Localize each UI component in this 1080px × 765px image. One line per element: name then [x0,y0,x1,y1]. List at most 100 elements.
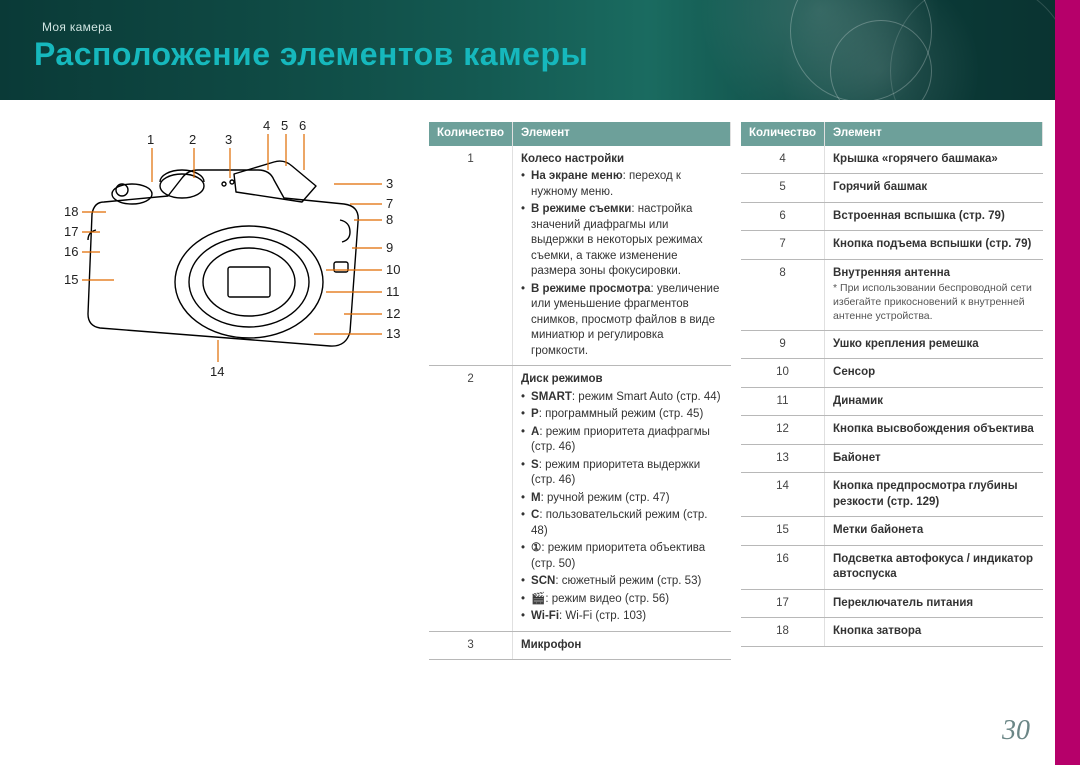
callout-3: 3 [225,132,232,147]
breadcrumb: Моя камера [42,20,112,34]
list-item: Wi-Fi: Wi-Fi (стр. 103) [521,609,722,625]
element-title: Сенсор [833,365,1034,381]
bullet-text: : режим приоритета выдержки (стр. 46) [531,459,700,487]
list-item: M: ручной режим (стр. 47) [521,491,722,507]
row-element: Байонет [825,444,1043,473]
row-num: 2 [429,366,513,632]
table-row: 9 Ушко крепления ремешка [741,330,1043,359]
callout-r8: 8 [386,212,393,227]
row-element: Внутренняя антенна* При использовании бе… [825,259,1043,330]
bullet-sub: P [531,408,539,420]
row-num: 10 [741,359,825,388]
bullet-text: : режим Smart Auto (стр. 44) [572,391,721,403]
parts-table-left: Количество Элемент 1Колесо настройкиНа э… [429,122,731,660]
table-row: 17Переключатель питания [741,589,1043,618]
table-row: 6Встроенная вспышка (стр. 79) [741,202,1043,231]
list-item: SCN: сюжетный режим (стр. 53) [521,574,722,590]
bullet-sub: S [531,459,539,471]
callout-r13: 13 [386,326,400,341]
bullet-sub: M [531,492,541,504]
element-title: Подсветка автофокуса / индикатор автоспу… [833,552,1034,583]
row-element: Сенсор [825,359,1043,388]
bullet-sub: ① [531,542,541,554]
row-num: 9 [741,330,825,359]
row-element: Крышка «горячего башмака» [825,146,1043,174]
th-elem-left: Элемент [513,122,731,146]
row-element: Встроенная вспышка (стр. 79) [825,202,1043,231]
row-element: Переключатель питания [825,589,1043,618]
element-title: Байонет [833,451,1034,467]
element-title: Диск режимов [521,372,722,388]
table-row: 15Метки байонета [741,517,1043,546]
bullet-sub: 🎬 [531,593,545,605]
row-element: Кнопка высвобождения объектива [825,416,1043,445]
element-title: Ушко крепления ремешка [833,337,1034,353]
callout-r10: 10 [386,262,400,277]
row-num: 18 [741,618,825,647]
element-title: Кнопка затвора [833,624,1034,640]
callout-4: 4 [263,118,270,133]
list-item: 🎬: режим видео (стр. 56) [521,592,722,608]
list-item: ①: режим приоритета объектива (стр. 50) [521,541,722,572]
bullet-text: : пользовательский режим (стр. 48) [531,509,707,537]
callout-1: 1 [147,132,154,147]
row-element: Метки байонета [825,517,1043,546]
row-num: 12 [741,416,825,445]
table-row: 1Колесо настройкиНа экране меню: переход… [429,146,731,366]
table-row: 11Динамик [741,387,1043,416]
bullet-text: : ручной режим (стр. 47) [541,492,670,504]
list-item: В режиме съемки: настройка значений диаф… [521,202,722,280]
callout-2: 2 [189,132,196,147]
element-note: * При использовании беспроводной сети из… [833,281,1034,324]
bullet-text: : режим приоритета объектива (стр. 50) [531,542,705,570]
callout-r11: 11 [386,284,400,299]
callout-r12: 12 [386,306,400,321]
table-row: 7Кнопка подъема вспышки (стр. 79) [741,231,1043,260]
table-row: 18 Кнопка затвора [741,618,1043,647]
row-element: Ушко крепления ремешка [825,330,1043,359]
row-num: 13 [741,444,825,473]
bullet-sub: На экране меню [531,170,623,182]
bullet-text: : режим видео (стр. 56) [545,593,669,605]
bullet-text: : режим приоритета диафрагмы (стр. 46) [531,426,710,454]
callout-r9: 9 [386,240,393,255]
bullet-sub: В режиме просмотра [531,283,650,295]
table-row: 3Микрофон [429,631,731,660]
bullet-sub: SMART [531,391,572,403]
row-num: 3 [429,631,513,660]
element-title: Кнопка высвобождения объектива [833,422,1034,438]
row-element: Динамик [825,387,1043,416]
table-row: 16Подсветка автофокуса / индикатор автос… [741,545,1043,589]
list-item: P: программный режим (стр. 45) [521,407,722,423]
list-item: SMART: режим Smart Auto (стр. 44) [521,390,722,406]
list-item: C: пользовательский режим (стр. 48) [521,508,722,539]
row-element: Диск режимов SMART: режим Smart Auto (стр… [513,366,731,632]
element-title: Крышка «горячего башмака» [833,152,1034,168]
element-title: Горячий башмак [833,180,1034,196]
callout-6: 6 [299,118,306,133]
th-elem-right: Элемент [825,122,1043,146]
table-row: 12 Кнопка высвобождения объектива [741,416,1043,445]
th-qty-left: Количество [429,122,513,146]
bullet-sub: В режиме съемки [531,203,631,215]
camera-svg [34,112,424,412]
row-element: Кнопка предпросмотра глубины резкости (с… [825,473,1043,517]
element-title: Кнопка подъема вспышки (стр. 79) [833,237,1034,253]
element-bullets: SMART: режим Smart Auto (стр. 44)P: прог… [521,390,722,625]
row-element: Подсветка автофокуса / индикатор автоспу… [825,545,1043,589]
table-row: 4Крышка «горячего башмака» [741,146,1043,174]
list-item: В режиме просмотра: увеличение или умень… [521,282,722,360]
row-num: 6 [741,202,825,231]
parts-table-right: Количество Элемент 4Крышка «горячего баш… [741,122,1043,647]
element-bullets: На экране меню: переход к нужному меню.В… [521,169,722,359]
element-title: Метки байонета [833,523,1034,539]
row-element: Микрофон [513,631,731,660]
camera-diagram: 4 5 6 1 2 3 3 7 8 9 10 11 12 13 18 17 16… [34,112,424,412]
table-row: 10 Сенсор [741,359,1043,388]
table-row: 8Внутренняя антенна* При использовании б… [741,259,1043,330]
content-area: 4 5 6 1 2 3 3 7 8 9 10 11 12 13 18 17 16… [34,112,1044,732]
element-title: Кнопка предпросмотра глубины резкости (с… [833,479,1034,510]
right-accent-bar [1055,0,1080,765]
page-title: Расположение элементов камеры [34,36,588,73]
row-element: Кнопка затвора [825,618,1043,647]
